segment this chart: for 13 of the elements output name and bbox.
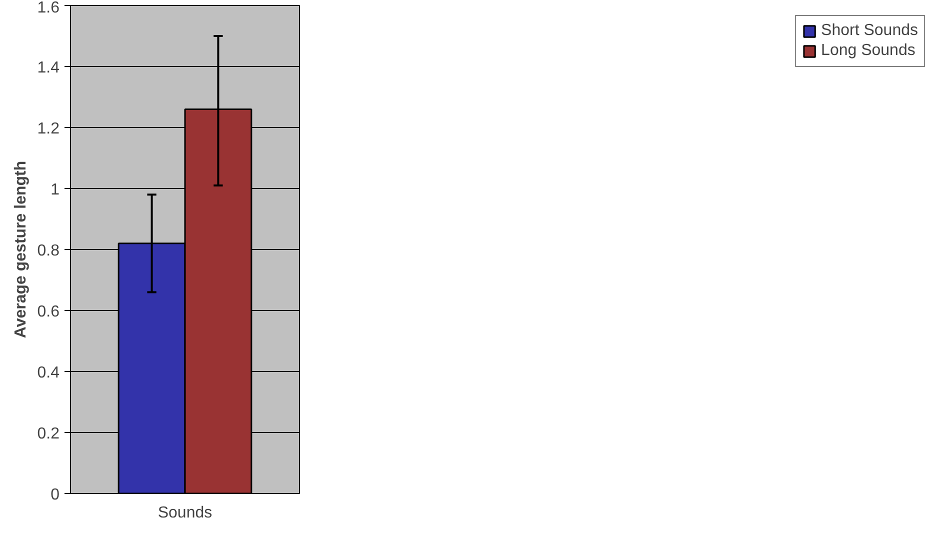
y-tick-label: 0.8 — [37, 242, 60, 260]
x-axis-title: Sounds — [158, 504, 212, 522]
y-tick-label: 1 — [50, 182, 60, 198]
y-tick-label: 0.2 — [37, 426, 60, 442]
legend-label: Short Sounds — [821, 22, 918, 40]
legend-label: Long Sounds — [821, 42, 916, 60]
y-tick-label: 0.4 — [37, 364, 60, 382]
y-axis-title: Average gesture length — [12, 160, 30, 338]
y-tick-label: 1.2 — [37, 120, 60, 138]
y-tick-label: 1.6 — [37, 0, 60, 16]
y-tick-label: 1.4 — [37, 60, 60, 76]
y-tick-label: 0.6 — [37, 304, 60, 320]
y-tick-label: 0 — [50, 486, 60, 504]
